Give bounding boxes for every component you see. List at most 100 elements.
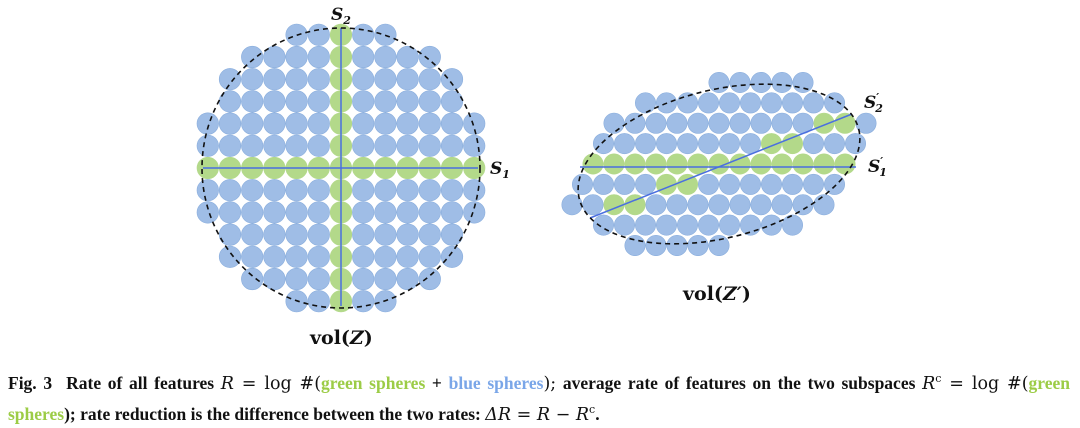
green-sphere <box>792 153 814 175</box>
blue-sphere <box>739 92 761 114</box>
blue-sphere <box>285 245 308 268</box>
blue-sphere <box>396 223 419 246</box>
blue-sphere <box>666 194 688 216</box>
blue-sphere <box>196 134 219 157</box>
blue-sphere <box>196 179 219 202</box>
green-sphere <box>813 112 835 134</box>
blue-sphere <box>729 112 751 134</box>
blue-sphere <box>352 290 375 313</box>
blue-sphere <box>802 92 824 114</box>
green-sphere <box>645 153 667 175</box>
blue-sphere <box>307 179 330 202</box>
blue-sphere <box>352 179 375 202</box>
blue-sphere <box>374 267 397 291</box>
blue-sphere <box>440 112 464 135</box>
blue-sphere <box>241 112 264 135</box>
blue-sphere <box>582 194 604 216</box>
figure-caption: Fig. 3 Rate of all features R = log #(gre… <box>8 372 1071 425</box>
blue-sphere <box>613 173 635 195</box>
green-sphere <box>729 153 751 175</box>
blue-sphere <box>374 134 397 157</box>
blue-sphere <box>687 194 709 216</box>
blue-sphere <box>285 112 308 135</box>
blue-sphere <box>374 223 397 246</box>
blue-sphere <box>771 194 793 216</box>
blue-sphere <box>440 179 464 202</box>
blue-sphere <box>196 112 219 135</box>
blue-sphere <box>263 45 286 69</box>
blue-sphere <box>813 194 835 216</box>
blue-sphere <box>655 214 677 236</box>
green-sphere <box>666 153 688 175</box>
blue-sphere <box>241 179 264 202</box>
s2-prime-axis-line <box>589 113 853 219</box>
blue-sphere <box>218 223 242 246</box>
blue-sphere <box>823 173 845 195</box>
blue-sphere <box>307 290 330 313</box>
blue-sphere <box>352 23 375 46</box>
blue-sphere <box>645 235 667 257</box>
blue-sphere <box>802 133 824 155</box>
blue-sphere <box>718 173 740 195</box>
blue-sphere <box>844 133 866 155</box>
blue-sphere <box>561 194 583 216</box>
blue-sphere <box>634 173 656 195</box>
blue-sphere <box>285 68 308 91</box>
blue-sphere <box>241 68 264 91</box>
right-subspace-axes <box>580 113 856 219</box>
blue-sphere <box>263 267 286 291</box>
blue-sphere <box>418 68 441 91</box>
blue-sphere <box>307 245 330 268</box>
blue-sphere <box>285 179 308 202</box>
blue-sphere <box>676 214 698 236</box>
blue-sphere <box>634 133 656 155</box>
blue-sphere <box>760 92 782 114</box>
blue-sphere <box>307 112 330 135</box>
blue-sphere <box>374 90 397 113</box>
blue-sphere <box>708 235 730 257</box>
blue-sphere <box>624 235 646 257</box>
blue-sphere <box>708 194 730 216</box>
blue-sphere <box>624 112 646 134</box>
blue-sphere <box>823 92 845 114</box>
blue-sphere <box>196 201 219 224</box>
green-sphere <box>750 153 772 175</box>
blue-sphere <box>697 214 719 236</box>
blue-sphere <box>352 201 375 224</box>
blue-sphere <box>676 92 698 114</box>
blue-sphere <box>687 112 709 134</box>
blue-sphere <box>307 23 330 46</box>
blue-sphere <box>352 45 375 69</box>
blue-sphere <box>241 134 264 157</box>
blue-sphere <box>263 223 286 246</box>
blue-sphere <box>760 173 782 195</box>
blue-sphere <box>396 45 419 69</box>
blue-sphere <box>613 214 635 236</box>
blue-sphere <box>263 134 286 157</box>
blue-sphere <box>374 68 397 91</box>
blue-sphere <box>374 45 397 69</box>
blue-sphere <box>855 112 877 134</box>
blue-sphere <box>396 179 419 202</box>
blue-sphere <box>285 201 308 224</box>
blue-sphere <box>718 214 740 236</box>
blue-sphere <box>307 134 330 157</box>
blue-sphere <box>218 245 242 268</box>
blue-sphere <box>440 201 464 224</box>
blue-sphere <box>697 133 719 155</box>
right-boundary-ellipse <box>577 83 861 245</box>
blue-sphere <box>655 133 677 155</box>
left-sphere-packing <box>196 23 486 313</box>
green-sphere <box>781 133 803 155</box>
blue-sphere <box>285 267 308 291</box>
blue-sphere <box>374 201 397 224</box>
blue-sphere <box>708 112 730 134</box>
blue-sphere <box>307 90 330 113</box>
green-sphere <box>676 173 698 195</box>
blue-sphere <box>781 214 803 236</box>
blue-sphere <box>463 179 486 202</box>
blue-sphere <box>781 173 803 195</box>
green-sphere <box>687 153 709 175</box>
green-sphere <box>771 153 793 175</box>
blue-sphere <box>241 90 264 113</box>
